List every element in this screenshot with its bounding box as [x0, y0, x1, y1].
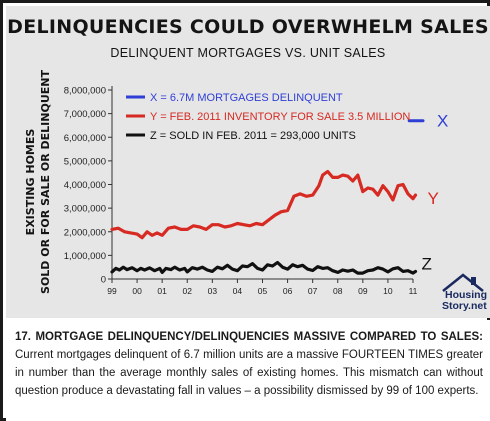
logo-line1: Housing [445, 289, 487, 301]
x-tick-label: 11 [409, 286, 418, 296]
x-tick-label: 02 [183, 286, 193, 296]
legend-label: Y = FEB. 2011 INVENTORY FOR SALE 3.5 MIL… [150, 111, 410, 123]
series-label-y: Y [428, 189, 439, 208]
series-label-x: X [437, 112, 448, 131]
x-tick-label: 09 [358, 286, 368, 296]
x-tick-label: 03 [208, 286, 218, 296]
series-lines [110, 119, 425, 275]
logo-line2: Story.net [442, 300, 487, 312]
caption-body: Current mortgages delinquent of 6.7 mill… [15, 349, 483, 397]
y-axis-label: EXISTING HOMES SOLD OR FOR SALE OR DELIN… [24, 70, 52, 294]
legend: X = 6.7M MORTGAGES DELINQUENT Y = FEB. 20… [126, 92, 410, 142]
chart-title: DELINQUENCIES COULD OVERWHELM SALES [7, 16, 489, 38]
x-tick-label: 07 [308, 286, 318, 296]
legend-label: Z = SOLD IN FEB. 2011 = 293,000 UNITS [150, 130, 356, 142]
legend-label: X = 6.7M MORTGAGES DELINQUENT [150, 92, 343, 104]
y-tick-label: 8,000,000 [64, 86, 106, 97]
caption-heading: 17. MORTGAGE DELINQUENCY/DELINQUENCIES M… [15, 331, 483, 343]
house-chimney-icon [471, 277, 476, 285]
housingstory-logo: Housing Story.net [442, 273, 487, 312]
series-label-z: Z [422, 254, 432, 273]
x-tick-label: 06 [283, 286, 293, 296]
y-tick-label: 4,000,000 [64, 180, 106, 191]
x-tick-label: 04 [233, 286, 243, 296]
x-tick-label: 00 [132, 286, 142, 296]
x-tick-label: 10 [383, 286, 393, 296]
y-tick-label: 0 [101, 275, 106, 286]
series-line-z [110, 260, 418, 275]
y-tick-label: 3,000,000 [64, 204, 106, 215]
x-tick-label: 99 [107, 286, 117, 296]
y-tick-label: 2,000,000 [64, 227, 106, 238]
y-tick-label: 6,000,000 [64, 133, 106, 144]
line-chart: EXISTING HOMES SOLD OR FOR SALE OR DELIN… [24, 70, 487, 312]
x-tick-label: 05 [258, 286, 268, 296]
chart-panel: DELINQUENCIES COULD OVERWHELM SALES DELI… [6, 6, 490, 318]
y-tick-label: 5,000,000 [64, 156, 106, 167]
y-tick-label: 1,000,000 [64, 251, 106, 262]
caption-text: 17. MORTGAGE DELINQUENCY/DELINQUENCIES M… [15, 328, 483, 400]
caption-panel: 17. MORTGAGE DELINQUENCY/DELINQUENCIES M… [6, 320, 490, 421]
x-tick-label: 08 [333, 286, 343, 296]
series-line-y [110, 169, 418, 240]
chart-subtitle: DELINQUENT MORTGAGES VS. UNIT SALES [110, 46, 386, 60]
house-roof-icon [442, 273, 484, 292]
y-axis-label-line1: EXISTING HOMES [24, 129, 37, 236]
y-tick-label: 7,000,000 [64, 109, 106, 120]
series-end-labels: X Y Z [422, 112, 449, 274]
y-axis-label-line2: SOLD OR FOR SALE OR DELINQUENT [39, 70, 52, 294]
x-tick-labels: 99 00 01 02 03 04 05 06 07 08 09 10 11 [107, 279, 418, 296]
x-tick-label: 01 [157, 286, 167, 296]
y-tick-labels: 0 1,000,000 2,000,000 3,000,000 4,000,000 5,0… [64, 86, 112, 286]
